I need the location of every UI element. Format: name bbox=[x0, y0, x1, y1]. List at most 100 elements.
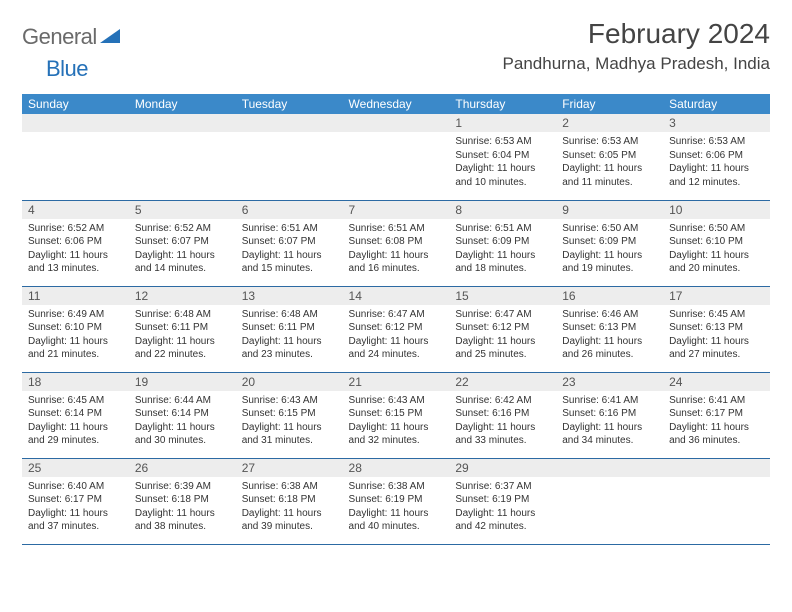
day-details: Sunrise: 6:47 AMSunset: 6:12 PMDaylight:… bbox=[449, 305, 556, 366]
day-number: 17 bbox=[663, 287, 770, 305]
day-cell: 22Sunrise: 6:42 AMSunset: 6:16 PMDayligh… bbox=[449, 372, 556, 458]
day-number: 10 bbox=[663, 201, 770, 219]
day-details: Sunrise: 6:50 AMSunset: 6:10 PMDaylight:… bbox=[663, 219, 770, 280]
day-details bbox=[22, 132, 129, 139]
day-cell: 19Sunrise: 6:44 AMSunset: 6:14 PMDayligh… bbox=[129, 372, 236, 458]
day-details: Sunrise: 6:39 AMSunset: 6:18 PMDaylight:… bbox=[129, 477, 236, 538]
day-cell: 23Sunrise: 6:41 AMSunset: 6:16 PMDayligh… bbox=[556, 372, 663, 458]
day-cell: 15Sunrise: 6:47 AMSunset: 6:12 PMDayligh… bbox=[449, 286, 556, 372]
day-details: Sunrise: 6:45 AMSunset: 6:14 PMDaylight:… bbox=[22, 391, 129, 452]
location-text: Pandhurna, Madhya Pradesh, India bbox=[503, 54, 770, 74]
day-cell: 26Sunrise: 6:39 AMSunset: 6:18 PMDayligh… bbox=[129, 458, 236, 544]
day-number bbox=[343, 114, 450, 132]
calendar-row: 1Sunrise: 6:53 AMSunset: 6:04 PMDaylight… bbox=[22, 114, 770, 200]
weekday-header: Sunday bbox=[22, 94, 129, 114]
day-cell: 12Sunrise: 6:48 AMSunset: 6:11 PMDayligh… bbox=[129, 286, 236, 372]
logo: General bbox=[22, 24, 122, 50]
day-number: 1 bbox=[449, 114, 556, 132]
day-cell: 17Sunrise: 6:45 AMSunset: 6:13 PMDayligh… bbox=[663, 286, 770, 372]
day-details: Sunrise: 6:51 AMSunset: 6:09 PMDaylight:… bbox=[449, 219, 556, 280]
empty-cell bbox=[129, 114, 236, 200]
day-number: 24 bbox=[663, 373, 770, 391]
day-details: Sunrise: 6:40 AMSunset: 6:17 PMDaylight:… bbox=[22, 477, 129, 538]
weekday-header: Friday bbox=[556, 94, 663, 114]
day-cell: 28Sunrise: 6:38 AMSunset: 6:19 PMDayligh… bbox=[343, 458, 450, 544]
day-number: 19 bbox=[129, 373, 236, 391]
day-details: Sunrise: 6:42 AMSunset: 6:16 PMDaylight:… bbox=[449, 391, 556, 452]
day-number: 2 bbox=[556, 114, 663, 132]
day-cell: 6Sunrise: 6:51 AMSunset: 6:07 PMDaylight… bbox=[236, 200, 343, 286]
day-cell: 25Sunrise: 6:40 AMSunset: 6:17 PMDayligh… bbox=[22, 458, 129, 544]
day-cell: 21Sunrise: 6:43 AMSunset: 6:15 PMDayligh… bbox=[343, 372, 450, 458]
day-number bbox=[663, 459, 770, 477]
day-cell: 8Sunrise: 6:51 AMSunset: 6:09 PMDaylight… bbox=[449, 200, 556, 286]
day-number: 14 bbox=[343, 287, 450, 305]
day-details: Sunrise: 6:43 AMSunset: 6:15 PMDaylight:… bbox=[343, 391, 450, 452]
day-number: 23 bbox=[556, 373, 663, 391]
calendar-row: 4Sunrise: 6:52 AMSunset: 6:06 PMDaylight… bbox=[22, 200, 770, 286]
empty-cell bbox=[556, 458, 663, 544]
day-details: Sunrise: 6:51 AMSunset: 6:08 PMDaylight:… bbox=[343, 219, 450, 280]
day-number: 29 bbox=[449, 459, 556, 477]
day-number: 11 bbox=[22, 287, 129, 305]
weekday-header: Monday bbox=[129, 94, 236, 114]
day-cell: 4Sunrise: 6:52 AMSunset: 6:06 PMDaylight… bbox=[22, 200, 129, 286]
empty-cell bbox=[236, 114, 343, 200]
day-cell: 14Sunrise: 6:47 AMSunset: 6:12 PMDayligh… bbox=[343, 286, 450, 372]
day-cell: 27Sunrise: 6:38 AMSunset: 6:18 PMDayligh… bbox=[236, 458, 343, 544]
calendar-row: 18Sunrise: 6:45 AMSunset: 6:14 PMDayligh… bbox=[22, 372, 770, 458]
day-cell: 1Sunrise: 6:53 AMSunset: 6:04 PMDaylight… bbox=[449, 114, 556, 200]
empty-cell bbox=[663, 458, 770, 544]
calendar-row: 11Sunrise: 6:49 AMSunset: 6:10 PMDayligh… bbox=[22, 286, 770, 372]
logo-word2: Blue bbox=[46, 56, 88, 81]
title-block: February 2024 Pandhurna, Madhya Pradesh,… bbox=[503, 18, 770, 74]
calendar-row: 25Sunrise: 6:40 AMSunset: 6:17 PMDayligh… bbox=[22, 458, 770, 544]
day-cell: 16Sunrise: 6:46 AMSunset: 6:13 PMDayligh… bbox=[556, 286, 663, 372]
day-cell: 18Sunrise: 6:45 AMSunset: 6:14 PMDayligh… bbox=[22, 372, 129, 458]
weekday-header: Tuesday bbox=[236, 94, 343, 114]
day-number: 6 bbox=[236, 201, 343, 219]
day-cell: 24Sunrise: 6:41 AMSunset: 6:17 PMDayligh… bbox=[663, 372, 770, 458]
day-details: Sunrise: 6:51 AMSunset: 6:07 PMDaylight:… bbox=[236, 219, 343, 280]
day-details: Sunrise: 6:48 AMSunset: 6:11 PMDaylight:… bbox=[236, 305, 343, 366]
day-cell: 10Sunrise: 6:50 AMSunset: 6:10 PMDayligh… bbox=[663, 200, 770, 286]
calendar-body: 1Sunrise: 6:53 AMSunset: 6:04 PMDaylight… bbox=[22, 114, 770, 544]
day-details: Sunrise: 6:41 AMSunset: 6:17 PMDaylight:… bbox=[663, 391, 770, 452]
day-number: 18 bbox=[22, 373, 129, 391]
day-number: 25 bbox=[22, 459, 129, 477]
day-number: 13 bbox=[236, 287, 343, 305]
day-details: Sunrise: 6:46 AMSunset: 6:13 PMDaylight:… bbox=[556, 305, 663, 366]
day-number: 5 bbox=[129, 201, 236, 219]
empty-cell bbox=[343, 114, 450, 200]
day-details bbox=[129, 132, 236, 139]
day-number: 12 bbox=[129, 287, 236, 305]
day-number: 28 bbox=[343, 459, 450, 477]
day-details bbox=[663, 477, 770, 484]
day-number: 7 bbox=[343, 201, 450, 219]
day-cell: 11Sunrise: 6:49 AMSunset: 6:10 PMDayligh… bbox=[22, 286, 129, 372]
day-details bbox=[556, 477, 663, 484]
day-details: Sunrise: 6:53 AMSunset: 6:05 PMDaylight:… bbox=[556, 132, 663, 193]
day-details: Sunrise: 6:53 AMSunset: 6:06 PMDaylight:… bbox=[663, 132, 770, 193]
calendar-table: Sunday Monday Tuesday Wednesday Thursday… bbox=[22, 94, 770, 545]
day-details: Sunrise: 6:53 AMSunset: 6:04 PMDaylight:… bbox=[449, 132, 556, 193]
day-number: 21 bbox=[343, 373, 450, 391]
day-details: Sunrise: 6:43 AMSunset: 6:15 PMDaylight:… bbox=[236, 391, 343, 452]
day-cell: 3Sunrise: 6:53 AMSunset: 6:06 PMDaylight… bbox=[663, 114, 770, 200]
day-details: Sunrise: 6:45 AMSunset: 6:13 PMDaylight:… bbox=[663, 305, 770, 366]
day-cell: 2Sunrise: 6:53 AMSunset: 6:05 PMDaylight… bbox=[556, 114, 663, 200]
day-number bbox=[556, 459, 663, 477]
day-cell: 20Sunrise: 6:43 AMSunset: 6:15 PMDayligh… bbox=[236, 372, 343, 458]
weekday-header: Saturday bbox=[663, 94, 770, 114]
day-number: 20 bbox=[236, 373, 343, 391]
day-details: Sunrise: 6:37 AMSunset: 6:19 PMDaylight:… bbox=[449, 477, 556, 538]
day-details: Sunrise: 6:50 AMSunset: 6:09 PMDaylight:… bbox=[556, 219, 663, 280]
day-details bbox=[343, 132, 450, 139]
day-details: Sunrise: 6:52 AMSunset: 6:07 PMDaylight:… bbox=[129, 219, 236, 280]
day-details: Sunrise: 6:48 AMSunset: 6:11 PMDaylight:… bbox=[129, 305, 236, 366]
month-title: February 2024 bbox=[503, 18, 770, 50]
day-number: 16 bbox=[556, 287, 663, 305]
day-details: Sunrise: 6:38 AMSunset: 6:19 PMDaylight:… bbox=[343, 477, 450, 538]
day-details: Sunrise: 6:41 AMSunset: 6:16 PMDaylight:… bbox=[556, 391, 663, 452]
day-number: 8 bbox=[449, 201, 556, 219]
